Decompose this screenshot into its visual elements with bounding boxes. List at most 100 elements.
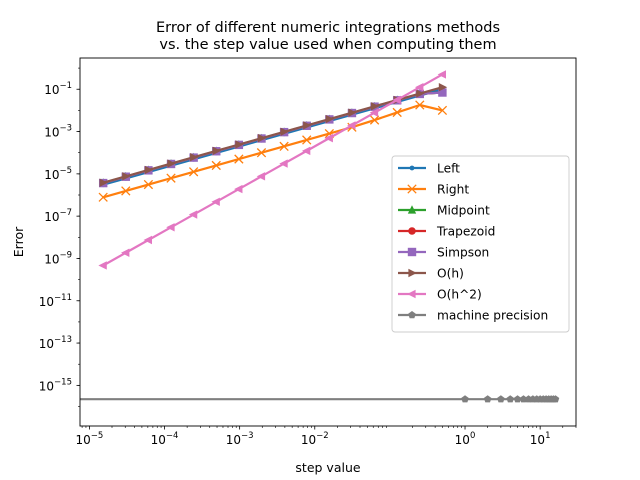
data-point-right [392, 107, 402, 118]
x-tick-label: 100 [455, 431, 476, 447]
x-tick-label: 10−3 [226, 431, 254, 447]
data-point-o-h-2 [437, 70, 447, 79]
y-tick-label: 10−9 [44, 250, 72, 266]
legend-label-o-h: O(h) [437, 267, 464, 281]
x-tick-label: 10−4 [151, 431, 179, 447]
data-point-right [302, 135, 312, 145]
legend-marker-machine-precision [408, 311, 416, 319]
legend: Left Right Midpoint Trapezoid Simpson O(h) O(h… [391, 155, 570, 333]
data-point-o-h [438, 82, 448, 92]
legend-label-trapezoid: Trapezoid [436, 225, 495, 239]
data-point-right [166, 173, 176, 183]
legend-label-midpoint: Midpoint [437, 204, 490, 218]
axes-frame [79, 57, 577, 427]
data-point-right [437, 105, 448, 116]
data-point-o-h-2 [256, 172, 266, 181]
data-point-o-h-2 [369, 108, 379, 117]
data-point-right [121, 186, 131, 196]
data-point-o-h [257, 133, 267, 143]
data-point-o-h-2 [143, 235, 153, 245]
data-point-right [415, 100, 425, 110]
data-point-right [256, 148, 267, 158]
data-point-simpson [438, 88, 447, 97]
legend-marker-left [409, 165, 415, 171]
data-point-o-h [280, 127, 289, 136]
y-axis-label: Error [11, 226, 26, 257]
data-point-right [369, 115, 380, 125]
data-point-o-h-2 [120, 248, 130, 257]
legend-marker-simpson [407, 247, 417, 257]
data-point-machine-precision [483, 395, 492, 403]
data-point-o-h [416, 89, 425, 98]
legend-marker-trapezoid [408, 227, 416, 235]
x-tick-label: 10−5 [75, 431, 103, 447]
data-point-right [234, 154, 244, 164]
series-line-o-h [102, 86, 443, 184]
data-point-o-h [144, 165, 154, 175]
legend-label-machine-precision: machine precision [437, 309, 548, 323]
y-tick-label: 10−1 [44, 81, 72, 97]
data-point-o-h-2 [98, 261, 107, 270]
data-point-o-h-2 [301, 146, 311, 156]
data-point-o-h [370, 102, 380, 111]
data-point-o-h [235, 140, 244, 149]
data-point-o-h [348, 108, 357, 117]
legend-label-left: Left [437, 162, 460, 176]
data-point-o-h-2 [414, 82, 424, 92]
legend-label-o-h-2: O(h^2) [437, 288, 482, 302]
series-machine-precision [80, 395, 560, 403]
data-point-right [98, 192, 108, 202]
y-tick-label: 10−3 [44, 124, 72, 140]
data-point-machine-precision [513, 395, 522, 403]
x-tick-label: 10−2 [301, 431, 329, 447]
data-point-o-h [190, 153, 199, 162]
data-point-o-h-2 [279, 159, 288, 168]
y-tick-label: 10−13 [39, 335, 72, 351]
y-tick-label: 10−15 [39, 377, 72, 393]
data-point-right [143, 179, 154, 190]
x-tick-label: 101 [530, 431, 551, 447]
series-right [98, 100, 448, 202]
data-point-o-h-2 [211, 197, 220, 207]
y-tick-label: 10−5 [44, 166, 72, 182]
data-point-o-h-2 [166, 223, 175, 232]
data-point-o-h [303, 121, 312, 130]
legend-marker-o-h [408, 268, 417, 278]
y-tick-label: 10−11 [39, 293, 72, 309]
series-o-h-2 [98, 70, 447, 270]
data-point-o-h [212, 146, 222, 156]
data-point-machine-precision [519, 395, 528, 403]
data-point-o-h-2 [392, 95, 401, 105]
x-axis-label: step value [295, 460, 360, 475]
data-point-machine-precision [551, 395, 560, 403]
data-point-o-h [167, 159, 176, 168]
series-line-o-h-2 [102, 73, 443, 267]
data-point-right [279, 141, 289, 151]
data-point-o-h-2 [324, 133, 333, 143]
legend-marker-o-h-2 [407, 289, 416, 299]
data-point-o-h-2 [347, 121, 356, 130]
plot-area: 10−5 10−4 10−3 10−2 100 101 10−15 10−13 10−11 10−… [39, 57, 577, 447]
series-layer [80, 70, 560, 403]
y-tick-label: 10−7 [44, 208, 72, 224]
series-line-right [102, 103, 443, 199]
data-point-right [211, 160, 221, 171]
chart-title-line: Error of different numeric integrations … [156, 20, 500, 36]
data-point-o-h [122, 172, 131, 181]
data-point-o-h-2 [188, 210, 198, 219]
data-point-right [188, 167, 199, 177]
legend-marker-midpoint [407, 205, 417, 214]
data-point-machine-precision [497, 395, 505, 403]
data-point-o-h-2 [234, 184, 243, 194]
data-point-machine-precision [461, 395, 469, 403]
legend-box [391, 155, 570, 333]
legend-label-simpson: Simpson [437, 246, 489, 260]
chart-title-line: vs. the step value used when computing t… [159, 37, 496, 53]
data-point-o-h [325, 114, 335, 124]
data-point-machine-precision [506, 395, 515, 403]
chart-title: Error of different numeric integrations … [156, 20, 500, 53]
legend-marker-right [407, 184, 417, 194]
legend-label-right: Right [437, 183, 469, 197]
data-point-o-h [99, 178, 108, 187]
